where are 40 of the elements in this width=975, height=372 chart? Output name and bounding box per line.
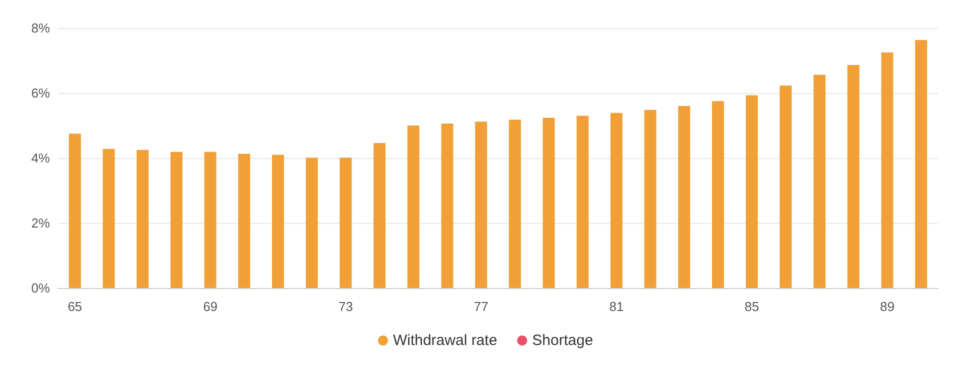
y-tick-label: 8% (31, 20, 50, 36)
bar (68, 134, 81, 288)
bar (542, 118, 555, 288)
bar (306, 158, 318, 288)
bar (678, 106, 690, 288)
bar (780, 86, 792, 288)
bar (712, 101, 724, 288)
bar (102, 148, 115, 288)
bar (814, 74, 826, 288)
bar (475, 122, 488, 288)
legend-label: Shortage (532, 332, 594, 349)
bar (881, 52, 894, 288)
bar (374, 143, 386, 288)
y-tick-label: 0% (31, 280, 50, 296)
bar (847, 65, 860, 288)
bar (204, 152, 216, 288)
bar (340, 158, 352, 288)
x-tick-label: 73 (338, 299, 353, 314)
bar (441, 124, 454, 288)
y-tick-label: 2% (31, 216, 50, 230)
bar (136, 150, 149, 288)
bar (915, 40, 928, 288)
y-tick-label: 6% (31, 86, 50, 100)
bar (508, 120, 521, 288)
x-tick-label: 89 (880, 299, 894, 314)
bar (746, 95, 758, 288)
x-tick-label: 77 (474, 299, 488, 314)
bar (644, 110, 656, 288)
bar (407, 126, 420, 288)
x-tick-label: 85 (744, 299, 760, 314)
bar (610, 112, 622, 288)
bar (272, 154, 284, 288)
bar (576, 116, 589, 288)
y-tick-label: 4% (31, 150, 50, 166)
x-tick-label: 81 (609, 299, 624, 314)
bar (238, 154, 250, 288)
x-tick-label: 69 (203, 299, 218, 314)
bar (170, 152, 182, 288)
legend-label: Withdrawal rate (392, 332, 498, 349)
x-tick-label: 65 (68, 299, 82, 314)
